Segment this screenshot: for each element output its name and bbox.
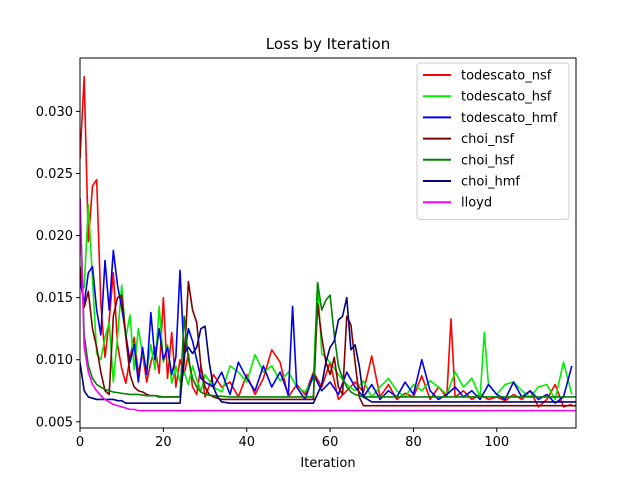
legend-box [416, 62, 570, 220]
legend-label-lloyd: lloyd [461, 196, 492, 211]
x-tick-label: 20 [155, 435, 172, 450]
legend-label-todescato_nsf: todescato_nsf [461, 69, 552, 84]
series-line-choi_nsf [80, 266, 576, 407]
x-tick-label: 100 [484, 435, 509, 450]
series-line-choi_hsf [80, 198, 576, 398]
series-line-todescato_hmf [80, 249, 573, 404]
legend-label-choi_hmf: choi_hmf [461, 175, 520, 190]
y-tick-label: 0.005 [36, 415, 73, 430]
series-line-lloyd [80, 198, 576, 412]
y-tick-label: 0.015 [36, 291, 73, 306]
x-tick-label: 60 [322, 435, 339, 450]
x-tick-label: 80 [405, 435, 422, 450]
y-tick-label: 0.020 [36, 229, 73, 244]
chart-title: Loss by Iteration [266, 35, 390, 53]
y-tick-label: 0.010 [36, 353, 73, 368]
x-axis-label: Iteration [300, 456, 355, 471]
legend-label-choi_nsf: choi_nsf [461, 132, 514, 147]
legend-label-todescato_hmf: todescato_hmf [461, 111, 558, 126]
x-tick-label: 40 [238, 435, 255, 450]
x-tick-label: 0 [76, 435, 84, 450]
series-layer [80, 75, 576, 412]
legend-label-choi_hsf: choi_hsf [461, 153, 514, 168]
legend: todescato_nsf todescato_hsf todescato_hmfc… [416, 62, 570, 220]
y-axis: 0.005 0.010 0.015 0.020 0.025 0.030 [36, 105, 80, 430]
series-line-choi_hmf [80, 296, 576, 404]
y-tick-label: 0.025 [36, 167, 73, 182]
legend-label-todescato_hsf: todescato_hsf [461, 90, 552, 105]
y-tick-label: 0.030 [36, 105, 73, 120]
x-axis: 0 20 40 60 80 100 [76, 428, 509, 450]
plot-frame [79, 57, 577, 429]
